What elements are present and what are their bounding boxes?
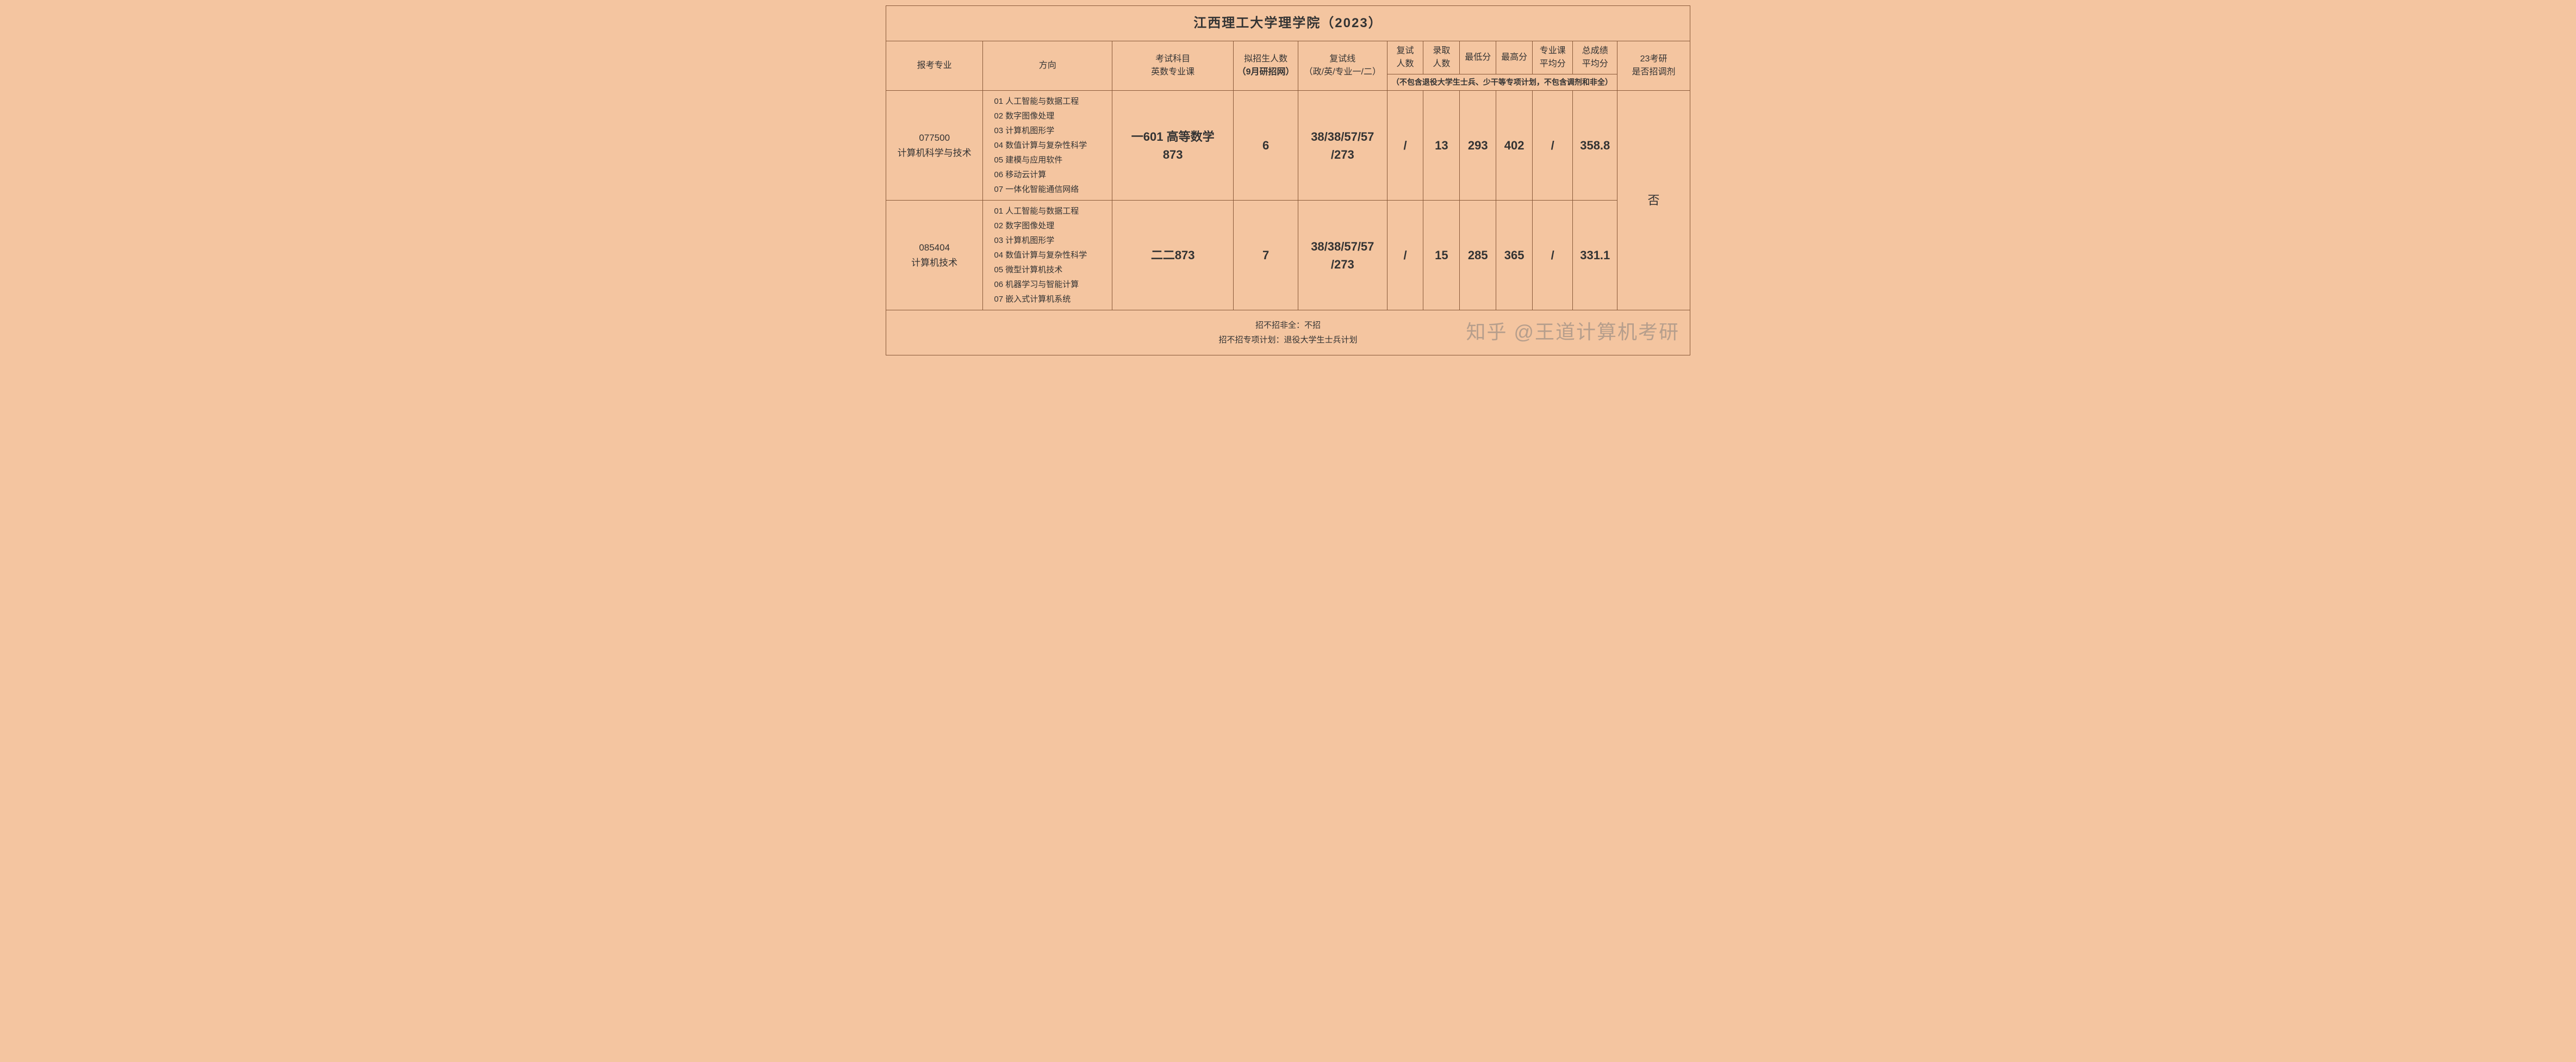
header-adjust-l1: 23考研 bbox=[1640, 54, 1667, 64]
header-adjust: 23考研 是否招调剂 bbox=[1617, 41, 1690, 91]
dir-0-1: 02 数字图像处理 bbox=[994, 109, 1110, 123]
major-name-0: 计算机科学与技术 bbox=[898, 148, 972, 158]
footer-l1-label: 招不招非全： bbox=[1255, 321, 1304, 330]
header-min-score: 最低分 bbox=[1460, 41, 1496, 74]
header-total-avg-l2: 平均分 bbox=[1582, 59, 1608, 68]
data-row-0: 077500 计算机科学与技术 01 人工智能与数据工程 02 数字图像处理 0… bbox=[886, 91, 1690, 201]
header-retest-line-l1: 复试线 bbox=[1329, 54, 1355, 64]
header-max-score: 最高分 bbox=[1496, 41, 1533, 74]
dir-0-6: 07 一体化智能通信网络 bbox=[994, 182, 1110, 197]
header-exam-subject-l1: 考试科目 bbox=[1155, 54, 1190, 64]
cell-retestline-1: 38/38/57/57 /273 bbox=[1298, 201, 1387, 310]
dir-1-5: 06 机器学习与智能计算 bbox=[994, 277, 1110, 292]
header-retest-count: 复试 人数 bbox=[1387, 41, 1423, 74]
cell-retestcount-0: / bbox=[1387, 91, 1423, 201]
cell-totalavg-1: 331.1 bbox=[1573, 201, 1617, 310]
major-code-0: 077500 bbox=[919, 133, 950, 143]
header-admit-count-l2: 人数 bbox=[1433, 59, 1450, 68]
header-pro-avg: 专业课 平均分 bbox=[1533, 41, 1573, 74]
cell-major-1: 085404 计算机技术 bbox=[886, 201, 983, 310]
footer-row: 招不招非全：不招 招不招专项计划：退役大学生士兵计划 bbox=[886, 310, 1690, 355]
cell-major-0: 077500 计算机科学与技术 bbox=[886, 91, 983, 201]
retestline-l1-0: 38/38/57/57 bbox=[1311, 130, 1374, 143]
major-code-1: 085404 bbox=[919, 242, 950, 253]
cell-min-1: 285 bbox=[1460, 201, 1496, 310]
footer-l2-label: 招不招专项计划： bbox=[1218, 335, 1284, 345]
cell-max-1: 365 bbox=[1496, 201, 1533, 310]
header-retest-line: 复试线 （政/英/专业一/二） bbox=[1298, 41, 1387, 91]
data-row-1: 085404 计算机技术 01 人工智能与数据工程 02 数字图像处理 03 计… bbox=[886, 201, 1690, 310]
cell-min-0: 293 bbox=[1460, 91, 1496, 201]
cell-retestline-0: 38/38/57/57 /273 bbox=[1298, 91, 1387, 201]
dir-0-3: 04 数值计算与复杂性科学 bbox=[994, 138, 1110, 153]
cell-retestcount-1: / bbox=[1387, 201, 1423, 310]
header-exam-subject: 考试科目 英数专业课 bbox=[1112, 41, 1234, 91]
table-title: 江西理工大学理学院（2023） bbox=[886, 6, 1690, 41]
dir-1-0: 01 人工智能与数据工程 bbox=[994, 204, 1110, 218]
cell-enroll-0: 6 bbox=[1234, 91, 1298, 201]
dir-0-5: 06 移动云计算 bbox=[994, 167, 1110, 182]
header-pro-avg-l2: 平均分 bbox=[1540, 59, 1566, 68]
header-retest-count-l2: 人数 bbox=[1396, 59, 1414, 68]
dir-0-4: 05 建模与应用软件 bbox=[994, 153, 1110, 167]
dir-1-2: 03 计算机图形学 bbox=[994, 233, 1110, 248]
table-container: 江西理工大学理学院（2023） 报考专业 方向 考试科目 英数专业课 拟招生人数… bbox=[880, 0, 1696, 361]
header-total-avg: 总成绩 平均分 bbox=[1573, 41, 1617, 74]
cell-exam-1: 二二873 bbox=[1112, 201, 1234, 310]
cell-totalavg-0: 358.8 bbox=[1573, 91, 1617, 201]
cell-proavg-1: / bbox=[1533, 201, 1573, 310]
cell-admitcount-0: 13 bbox=[1423, 91, 1460, 201]
header-admit-count: 录取 人数 bbox=[1423, 41, 1460, 74]
dir-1-6: 07 嵌入式计算机系统 bbox=[994, 292, 1110, 307]
header-admit-count-l1: 录取 bbox=[1433, 46, 1450, 55]
footer-l2-value: 退役大学生士兵计划 bbox=[1284, 335, 1358, 345]
admission-table: 江西理工大学理学院（2023） 报考专业 方向 考试科目 英数专业课 拟招生人数… bbox=[886, 5, 1690, 355]
header-enroll-plan-l2: （9月研招网） bbox=[1237, 67, 1295, 77]
exam-l1-0: 一601 高等数学 bbox=[1131, 130, 1215, 143]
cell-admitcount-1: 15 bbox=[1423, 201, 1460, 310]
dir-0-0: 01 人工智能与数据工程 bbox=[994, 94, 1110, 109]
title-row: 江西理工大学理学院（2023） bbox=[886, 6, 1690, 41]
header-retest-count-l1: 复试 bbox=[1396, 46, 1414, 55]
cell-adjust: 否 bbox=[1617, 91, 1690, 310]
header-row-1: 报考专业 方向 考试科目 英数专业课 拟招生人数 （9月研招网） 复试线 （政/… bbox=[886, 41, 1690, 74]
retestline-l1-1: 38/38/57/57 bbox=[1311, 240, 1374, 253]
header-exam-subject-l2: 英数专业课 bbox=[1151, 67, 1194, 77]
header-enroll-plan-l1: 拟招生人数 bbox=[1244, 54, 1287, 64]
header-direction: 方向 bbox=[983, 41, 1112, 91]
exam-l1-1: 二二873 bbox=[1151, 248, 1195, 262]
retestline-l2-0: /273 bbox=[1331, 148, 1354, 161]
header-retest-line-l2: （政/英/专业一/二） bbox=[1304, 67, 1381, 77]
header-adjust-l2: 是否招调剂 bbox=[1632, 67, 1676, 77]
cell-enroll-1: 7 bbox=[1234, 201, 1298, 310]
cell-exam-0: 一601 高等数学 873 bbox=[1112, 91, 1234, 201]
header-pro-avg-l1: 专业课 bbox=[1540, 46, 1566, 55]
exam-l2-0: 873 bbox=[1163, 148, 1183, 161]
major-name-1: 计算机技术 bbox=[911, 258, 957, 268]
header-enroll-plan: 拟招生人数 （9月研招网） bbox=[1234, 41, 1298, 91]
header-major: 报考专业 bbox=[886, 41, 983, 91]
footer-cell: 招不招非全：不招 招不招专项计划：退役大学生士兵计划 bbox=[886, 310, 1690, 355]
header-subnote: （不包含退役大学生士兵、少干等专项计划，不包含调剂和非全） bbox=[1387, 74, 1617, 91]
cell-max-0: 402 bbox=[1496, 91, 1533, 201]
footer-l1-value: 不招 bbox=[1304, 321, 1321, 330]
cell-directions-1: 01 人工智能与数据工程 02 数字图像处理 03 计算机图形学 04 数值计算… bbox=[983, 201, 1112, 310]
dir-1-1: 02 数字图像处理 bbox=[994, 218, 1110, 233]
retestline-l2-1: /273 bbox=[1331, 258, 1354, 271]
dir-1-3: 04 数值计算与复杂性科学 bbox=[994, 248, 1110, 263]
dir-0-2: 03 计算机图形学 bbox=[994, 123, 1110, 138]
cell-proavg-0: / bbox=[1533, 91, 1573, 201]
header-total-avg-l1: 总成绩 bbox=[1582, 46, 1608, 55]
cell-directions-0: 01 人工智能与数据工程 02 数字图像处理 03 计算机图形学 04 数值计算… bbox=[983, 91, 1112, 201]
dir-1-4: 05 微型计算机技术 bbox=[994, 263, 1110, 277]
